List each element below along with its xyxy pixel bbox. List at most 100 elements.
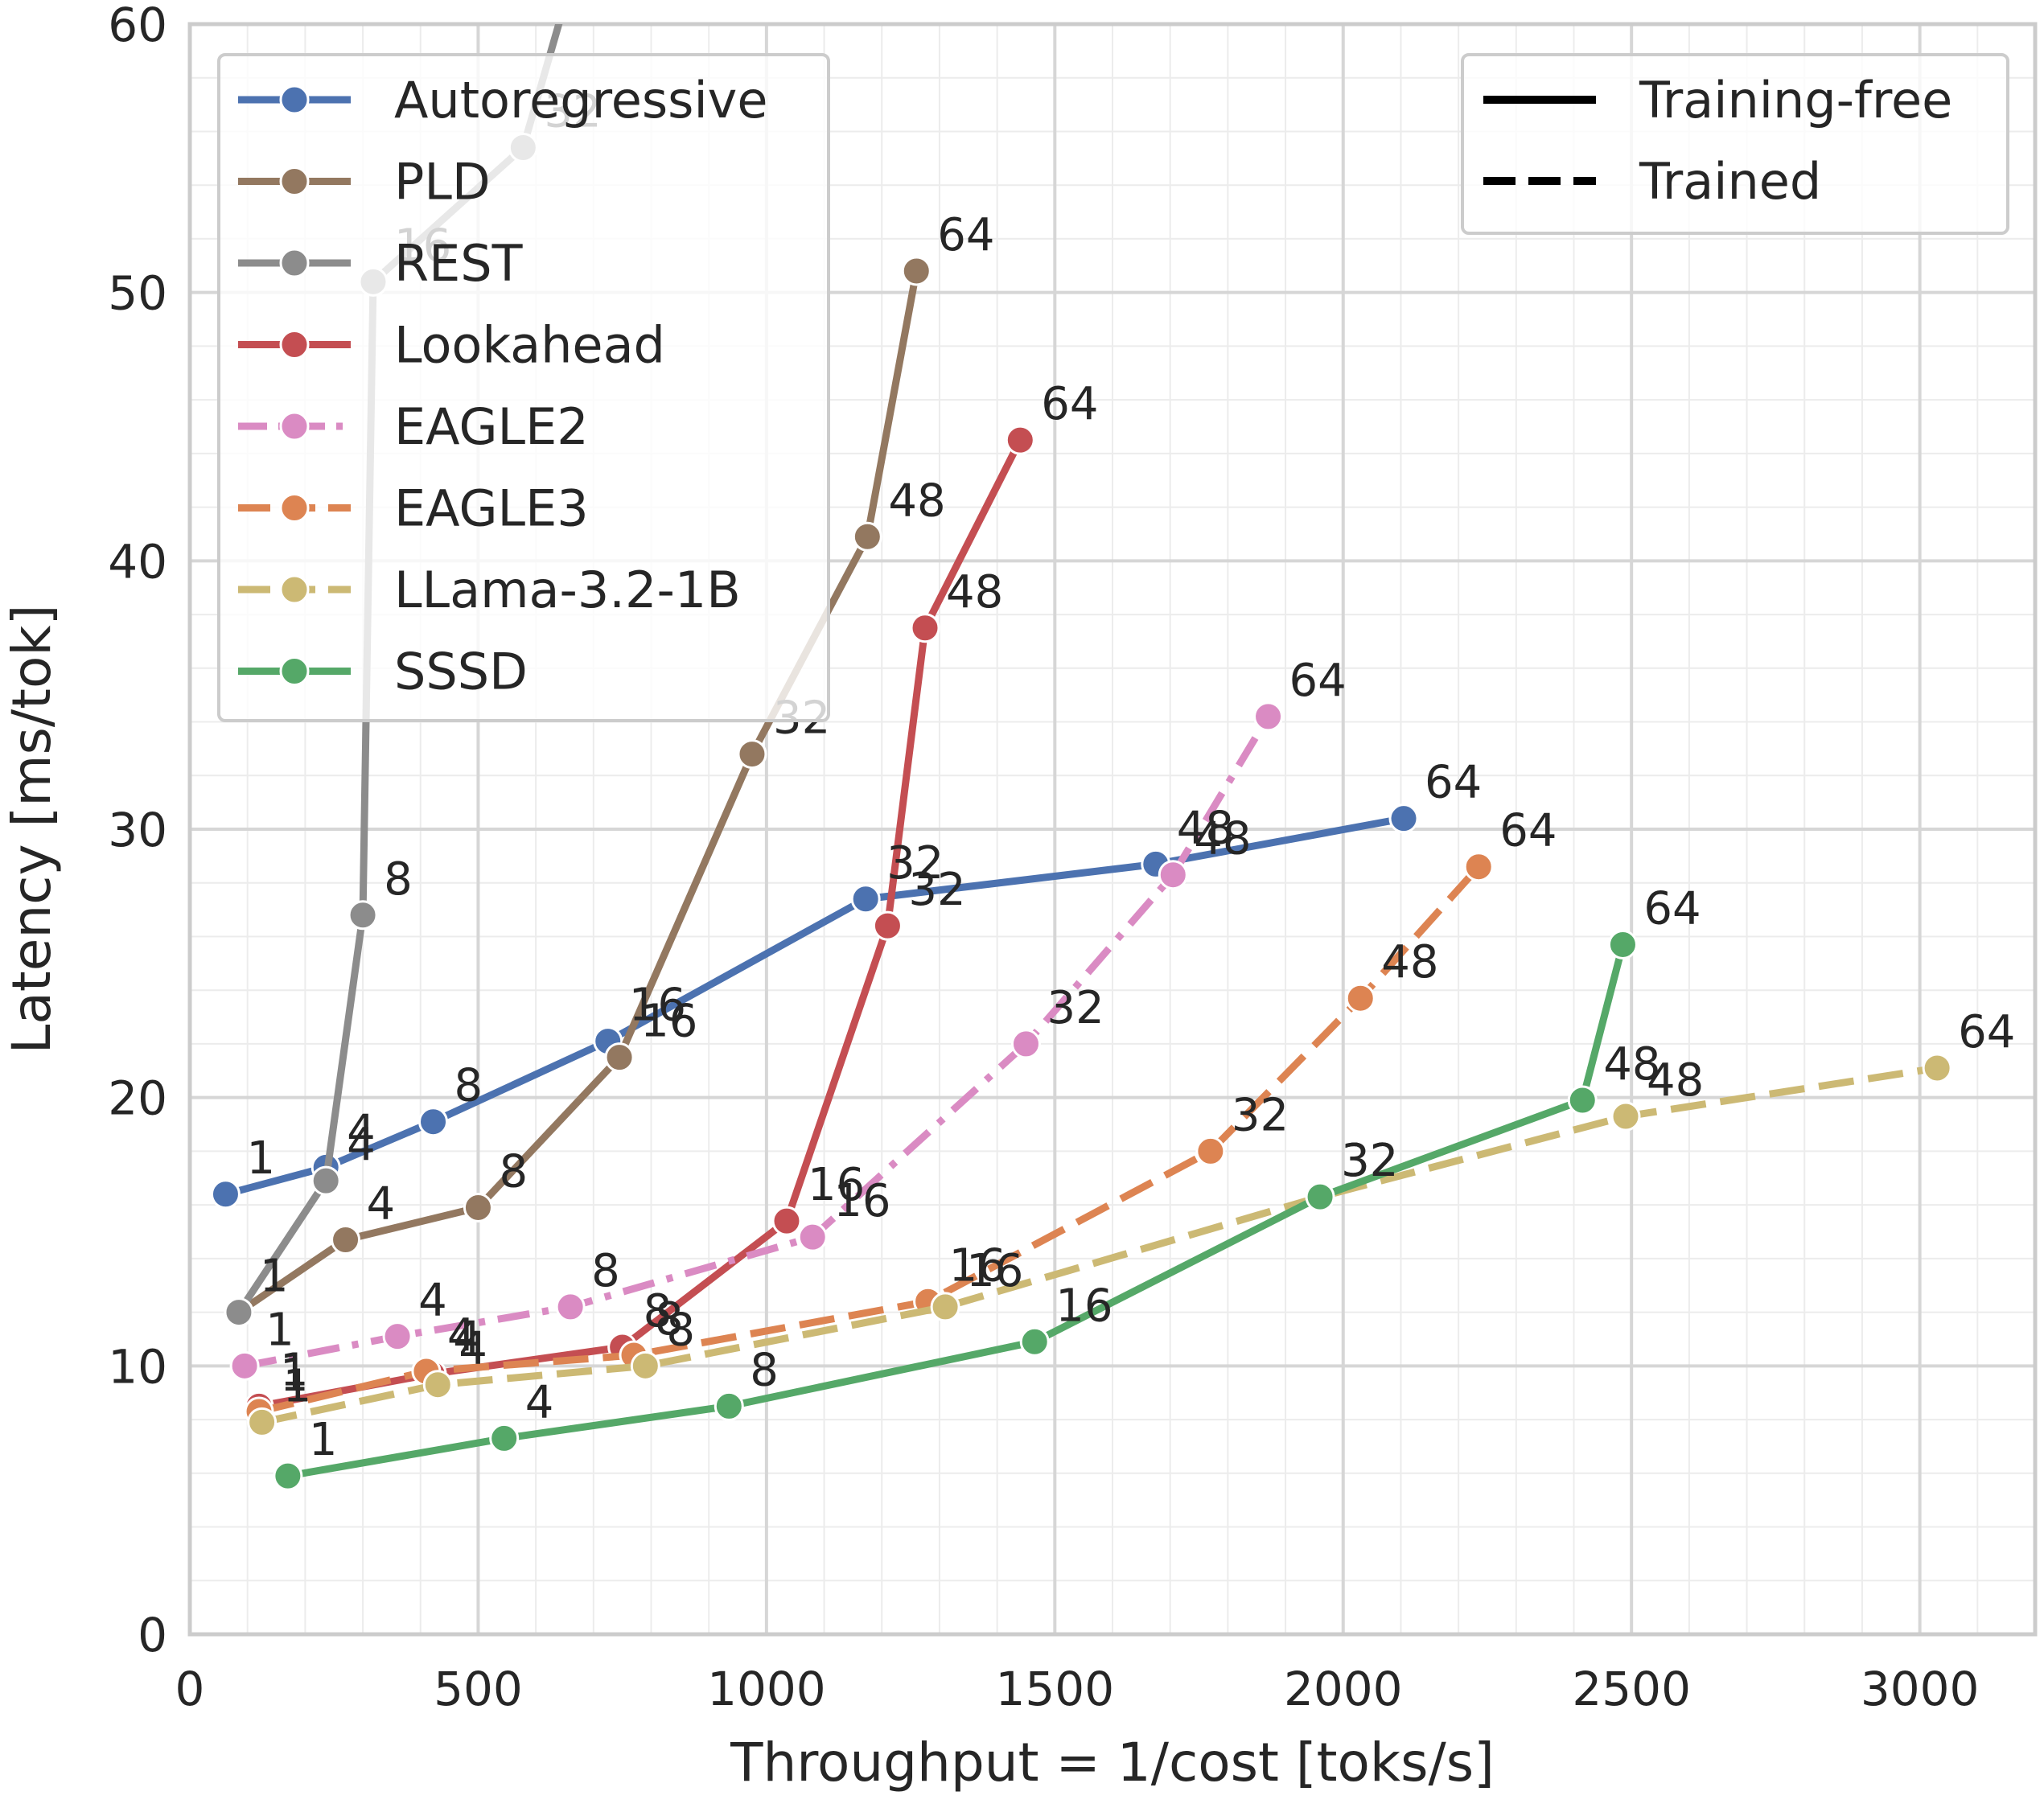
point-label-eagle2: 8 [591,1245,620,1297]
point-label-llama-3-2-1b: 32 [1341,1135,1398,1187]
y-tick-label: 40 [108,534,167,589]
point-label-llama-3-2-1b: 64 [1958,1006,2015,1058]
data-point-pld [852,521,882,552]
legend-marker [279,574,310,605]
legend-label: LLama-3.2-1B [394,561,741,619]
data-point-sssd [1607,929,1638,959]
point-label-eagle3: 16 [949,1239,1006,1292]
series-layer [210,24,1952,1491]
legend-entry: EAGLE3 [238,479,589,538]
data-point-eagle2 [382,1321,413,1352]
data-point-eagle2 [229,1350,260,1381]
data-point-pld [901,256,932,286]
legend-label: SSSD [394,643,528,701]
legend-marker [279,656,310,686]
point-label-eagle3: 1 [280,1350,309,1402]
legend-label: Lookahead [394,316,665,375]
point-label-pld: 64 [937,209,994,261]
data-point-autoregressive [418,1107,449,1137]
x-tick-label: 2500 [1572,1662,1691,1716]
point-label-pld: 8 [499,1145,528,1198]
style-legend-entry: Training-free [1483,71,1952,129]
legend-label: EAGLE3 [394,479,589,538]
y-tick-label: 50 [108,266,167,321]
point-label-eagle3: 8 [655,1293,684,1346]
y-tick-label: 10 [108,1339,167,1394]
legend-marker [279,248,310,278]
x-tick-label: 1500 [996,1662,1115,1716]
style-legend: Training-free Trained [1461,53,2009,235]
legend-marker [279,330,310,360]
point-label-eagle3: 48 [1381,936,1438,988]
point-label-lookahead: 16 [808,1159,865,1211]
legend-marker [279,493,310,523]
legend-entry: REST [238,234,524,293]
data-point-rest [224,1297,254,1328]
point-label-autoregressive: 64 [1425,757,1482,809]
point-label-llama-3-2-1b: 4 [459,1323,487,1375]
data-point-llama-3-2-1b [247,1407,278,1437]
data-point-sssd [1019,1326,1050,1357]
style-legend-entry: Trained [1483,152,1821,211]
point-label-rest: 8 [384,853,413,906]
x-tick-label: 1000 [707,1662,826,1716]
data-point-eagle3 [1195,1136,1226,1166]
point-label-eagle3: 32 [1232,1089,1289,1141]
point-label-autoregressive: 48 [1177,802,1234,854]
point-label-sssd: 16 [1055,1280,1112,1332]
style-legend-box [1461,53,2009,235]
data-point-pld [604,1042,635,1073]
point-label-llama-3-2-1b: 48 [1647,1054,1704,1107]
data-point-llama-3-2-1b [422,1370,453,1400]
data-point-llama-3-2-1b [1610,1101,1641,1132]
point-label-autoregressive: 1 [246,1132,275,1185]
data-point-lookahead [771,1206,802,1236]
point-label-lookahead: 32 [908,864,965,916]
point-label-eagle2: 64 [1289,655,1347,707]
legend-label: EAGLE2 [394,397,589,456]
point-label-sssd: 8 [750,1344,779,1396]
point-label-pld: 1 [260,1251,289,1303]
data-point-pld [463,1192,493,1222]
legend-entry: Lookahead [238,316,665,375]
point-label-lookahead: 8 [644,1285,672,1338]
point-label-rest: 1 [260,1251,289,1303]
x-tick-label: 500 [434,1662,523,1716]
point-label-sssd: 4 [525,1376,554,1428]
legend-label: Autoregressive [394,71,768,129]
x-axis-title: Throughput = 1/cost [toks/s] [730,1732,1495,1794]
style-legend-label: Training-free [1639,71,1952,129]
y-tick-label: 20 [108,1071,167,1126]
point-label-sssd: 64 [1643,882,1701,935]
data-point-sssd [1305,1181,1335,1212]
legend-box [217,53,830,722]
point-label-sssd: 48 [1603,1038,1660,1091]
y-tick-label: 60 [108,0,167,52]
point-label-lookahead: 64 [1041,378,1098,430]
data-point-autoregressive [850,884,881,914]
legend-label: PLD [394,153,491,212]
point-label-llama-3-2-1b: 8 [666,1304,695,1356]
series-legend: Autoregressive PLD REST Lookahead EAGLE2 EAGL… [217,53,830,722]
point-label-lookahead: 4 [453,1312,482,1364]
point-label-pld: 48 [888,475,945,527]
point-label-llama-3-2-1b: 16 [966,1245,1023,1297]
y-tick-label: 0 [138,1608,167,1662]
point-label-autoregressive: 32 [886,837,944,890]
point-label-autoregressive: 16 [629,980,686,1032]
point-label-eagle3: 64 [1499,805,1557,857]
point-label-eagle2: 48 [1194,813,1251,865]
legend-entry: EAGLE2 [238,397,589,456]
data-point-autoregressive [210,1179,241,1210]
point-label-sssd: 32 [1341,1135,1398,1187]
data-point-eagle2 [555,1292,586,1322]
y-axis-title: Latency [ms/tok] [1,605,63,1054]
legend-marker [279,411,310,442]
point-label-eagle3: 4 [447,1309,476,1362]
data-point-eagle2 [797,1222,828,1252]
series-eagle2 [229,701,1284,1381]
point-label-rest: 4 [347,1119,376,1171]
data-point-llama-3-2-1b [630,1350,660,1381]
data-point-rest [348,900,378,931]
